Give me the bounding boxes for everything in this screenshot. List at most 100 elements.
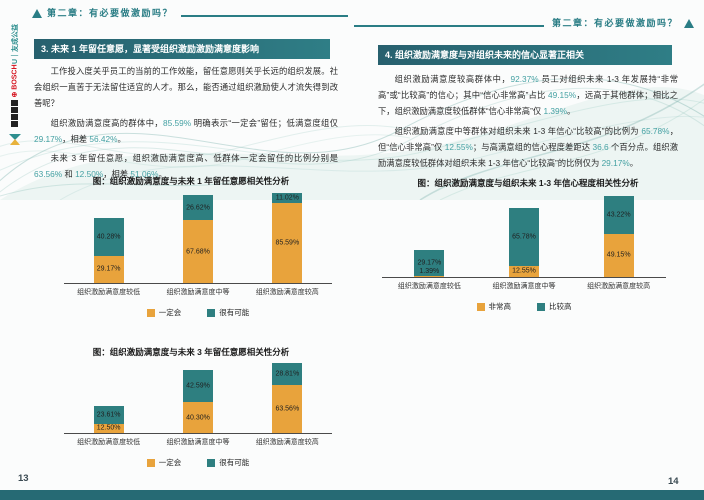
bar-segment: 63.56% — [272, 384, 303, 433]
data-label: 26.62% — [186, 204, 210, 212]
chart-retention-1yr: 40.28% 29.17% 26.62% 67.68% 11.02% 85.59% 组织激… — [64, 191, 332, 318]
data-label: 67.68% — [186, 248, 210, 256]
chart-plot: 23.61% 12.50% 42.59% 40.30% 28.81% 63.56% — [64, 361, 332, 433]
data-label: 23.61% — [96, 411, 121, 419]
legend-item: 一定会 — [146, 457, 182, 468]
bar-segment: 12.55% — [509, 265, 539, 277]
legend-label: 一定会 — [158, 308, 182, 317]
triangle-icon — [684, 19, 694, 28]
legend-item: 非常高 — [476, 301, 512, 312]
bar-segment: 49.15% — [603, 233, 634, 277]
bar-segment: 43.22% — [603, 195, 634, 234]
x-axis-label: 组织激励满意度较高 — [587, 283, 651, 290]
chapter-header-left: 第二章：有必要做激励吗？ — [32, 6, 348, 19]
chart-legend: 一定会 很有可能 — [64, 457, 332, 468]
footer-bar — [0, 490, 704, 500]
bar-segment: 42.59% — [182, 370, 213, 403]
section-3-title: 3. 未来 1 年留任意愿，显著受组织激励激励满意度影响 — [34, 39, 330, 59]
data-label: 12.50% — [96, 424, 121, 432]
legend-swatch — [476, 302, 485, 311]
stacked-bar: 26.62% 67.68% — [182, 195, 213, 283]
paragraph: 组织激励满意度较高群体中，92.37% 员工对组织未来 1-3 年发展持“非常高… — [378, 74, 678, 117]
x-axis-label: 组织激励满意度较高 — [255, 439, 319, 446]
x-axis-label: 组织激励满意度较低 — [77, 289, 141, 296]
x-axis-label: 组织激励满意度中等 — [492, 283, 556, 290]
legend-swatch — [207, 308, 216, 317]
section-4-title: 4. 组织激励满意度与对组织未来的信心显著正相关 — [378, 45, 672, 65]
paragraph: 组织激励满意度高的群体中，85.59% 明确表示“一定会”留任；低满意度组仅 2… — [34, 117, 338, 144]
paragraph: 未来 3 年留任意愿，组织激励满意度高、低群体一定会留任的比例分别是 63.56… — [34, 152, 338, 180]
youcheng-charity-logo: U｜友成公益 — [0, 24, 30, 64]
header-rule — [181, 15, 348, 17]
bar-column: 28.81% 63.56% — [243, 362, 332, 433]
data-label: 28.81% — [275, 370, 300, 378]
chart-x-axis: 组织激励满意度较低 组织激励满意度中等 组织激励满意度较高 — [64, 283, 332, 297]
bar-segment: 67.68% — [182, 220, 213, 283]
data-label: 85.59% — [275, 239, 300, 247]
data-label: 49.15% — [606, 251, 631, 259]
x-axis-label: 组织激励满意度中等 — [166, 289, 230, 296]
bar-segment: 29.17% — [414, 250, 445, 276]
bar-column: 26.62% 67.68% — [153, 195, 242, 283]
youcheng-logo-text: U｜友成公益 — [12, 23, 19, 65]
decorative-waves — [0, 77, 704, 200]
bosch-logo: ⊕ BOSCH — [0, 62, 30, 100]
legend-item: 很有可能 — [207, 307, 249, 318]
data-label: 29.17% — [96, 265, 121, 273]
chapter-header-right: 第二章：有必要做激励吗？ — [354, 16, 694, 29]
sidebar-logos: U｜友成公益 ⊕ BOSCH — [0, 0, 30, 200]
chart-plot: 40.28% 29.17% 26.62% 67.68% 11.02% 85.59% — [64, 191, 332, 283]
bar-segment: 85.59% — [272, 203, 303, 283]
paragraph: 组织激励满意度中等群体对组织未来 1-3 年信心“比较高”的比例为 65.78%… — [378, 125, 678, 168]
x-axis-label: 组织激励满意度中等 — [166, 439, 230, 446]
chart-retention-3yr: 23.61% 12.50% 42.59% 40.30% 28.81% 63.56% 组织激… — [64, 361, 332, 468]
chart-plot: 29.17% 1.39% 65.78% 12.55% 43.22% 49.15% — [382, 193, 666, 277]
data-label: 43.22% — [606, 211, 631, 219]
data-label: 42.59% — [186, 382, 210, 390]
bar-segment: 65.78% — [509, 208, 539, 266]
hourglass-logo-icon — [9, 134, 21, 146]
bar-column: 23.61% 12.50% — [64, 405, 153, 433]
section-3-body: 工作投入度关乎员工的当前的工作效能，留任意愿则关乎长远的组织发展。社会组织一直苦… — [34, 63, 338, 185]
page-14: 第二章：有必要做激励吗？ 4. 组织激励满意度与对组织未来的信心显著正相关 组织… — [352, 0, 704, 488]
legend-label: 很有可能 — [219, 458, 250, 467]
data-label: 11.02% — [275, 194, 299, 202]
bar-segment: 29.17% — [93, 255, 124, 283]
legend-label: 非常高 — [488, 302, 512, 311]
bosch-logo-text: ⊕ BOSCH — [12, 64, 19, 98]
bar-segment: 28.81% — [272, 362, 303, 385]
bar-segment: 26.62% — [182, 195, 213, 221]
bar-column: 42.59% 40.30% — [153, 370, 242, 433]
legend-item: 一定会 — [146, 307, 182, 318]
chart-1-title: 图：组织激励满意度与未来 1 年留任意愿相关性分析 — [92, 176, 290, 186]
chapter-title: 第二章：有必要做激励吗？ — [551, 18, 678, 28]
triangle-icon — [32, 9, 42, 18]
chart-x-axis: 组织激励满意度较低 组织激励满意度中等 组织激励满意度较高 — [64, 433, 332, 447]
stacked-bar: 65.78% 12.55% — [509, 208, 539, 277]
bar-segment: 23.61% — [93, 405, 124, 424]
stacked-bar: 23.61% 12.50% — [93, 405, 124, 433]
stacked-bar: 29.17% 1.39% — [414, 250, 445, 277]
data-label: 1.39% — [419, 267, 440, 275]
stacked-bar: 43.22% 49.15% — [603, 195, 634, 277]
bar-segment: 40.28% — [93, 218, 124, 256]
chart-confidence-1-3yr: 29.17% 1.39% 65.78% 12.55% 43.22% 49.15% 组织激励… — [382, 193, 666, 312]
section-4-body: 组织激励满意度较高群体中，92.37% 员工对组织未来 1-3 年发展持“非常高… — [378, 71, 678, 174]
stacked-bar: 28.81% 63.56% — [272, 362, 303, 433]
data-label: 40.30% — [186, 414, 210, 422]
paragraph: 工作投入度关乎员工的当前的工作效能，留任意愿则关乎长远的组织发展。社会组织一直苦… — [34, 66, 338, 109]
data-label: 65.78% — [512, 233, 536, 241]
chapter-title: 第二章：有必要做激励吗？ — [47, 8, 174, 18]
legend-label: 很有可能 — [219, 308, 250, 317]
data-label: 12.55% — [512, 267, 536, 275]
legend-label: 一定会 — [158, 458, 182, 467]
x-axis-label: 组织激励满意度较低 — [397, 283, 461, 290]
data-label: 29.17% — [417, 259, 442, 267]
legend-swatch — [207, 458, 216, 467]
legend-item: 很有可能 — [207, 457, 249, 468]
chart-legend: 一定会 很有可能 — [64, 307, 332, 318]
bar-segment: 40.30% — [182, 402, 213, 433]
data-label: 63.56% — [275, 405, 300, 413]
foundation-logo-glyphs — [11, 100, 18, 127]
chart-2-title: 图：组织激励满意度与未来 3 年留任意愿相关性分析 — [92, 347, 290, 357]
